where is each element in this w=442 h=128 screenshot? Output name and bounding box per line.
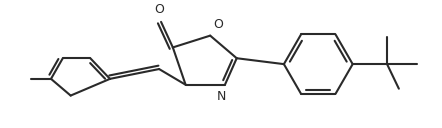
Text: N: N: [216, 90, 226, 103]
Text: O: O: [213, 18, 223, 31]
Text: O: O: [154, 3, 164, 16]
